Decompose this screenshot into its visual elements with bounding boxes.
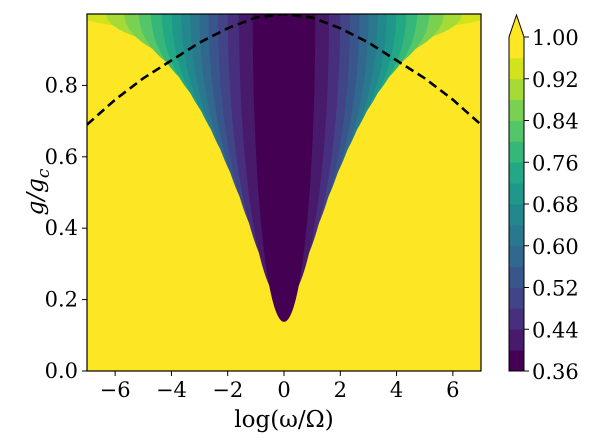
plot-area <box>87 14 481 371</box>
colorbar-segment <box>509 183 524 205</box>
colorbar-segment <box>509 162 524 184</box>
x-tick-label: −4 <box>156 378 187 402</box>
colorbar-tick-label: 0.60 <box>532 235 579 259</box>
colorbar-tick-label: 0.44 <box>532 318 579 342</box>
x-tick-label: −2 <box>212 378 243 402</box>
colorbar-tick-label: 0.52 <box>532 277 579 301</box>
colorbar-segment <box>509 120 524 142</box>
colorbar-segment <box>509 204 524 226</box>
colorbar-segment <box>509 350 524 372</box>
x-tick-label: 2 <box>334 378 347 402</box>
y-tick-label: 0.0 <box>45 359 78 383</box>
y-axis-ticks: 0.0 0.2 0.4 0.6 0.8 <box>45 73 87 383</box>
x-tick-label: 0 <box>277 378 290 402</box>
colorbar-segment <box>509 37 524 59</box>
y-axis-label-main: g/g <box>23 178 49 215</box>
colorbar-segment <box>509 57 524 80</box>
colorbar-segment <box>509 287 524 309</box>
colorbar-segment <box>509 329 524 351</box>
y-tick-label: 0.6 <box>45 145 78 169</box>
colorbar-tick-label: 0.84 <box>532 110 579 134</box>
y-axis-label: g/gc <box>23 168 54 215</box>
boundary-dashed-curve <box>87 14 481 126</box>
y-axis-label-subscript: c <box>34 168 54 178</box>
colorbar-extend-triangle <box>509 15 524 37</box>
y-tick-label: 0.2 <box>45 288 78 312</box>
colorbar-outline <box>508 13 525 372</box>
colorbar-tick-label: 1.00 <box>532 26 579 50</box>
colorbar-segment <box>509 308 524 330</box>
colorbar-ticks: 0.36 0.44 0.52 0.60 0.68 0.76 0.84 0.92 1.00 <box>524 26 579 384</box>
colorbar-segment <box>509 245 524 268</box>
x-tick-label: 6 <box>446 378 459 402</box>
colorbar-segment <box>509 266 524 288</box>
x-tick-label: 4 <box>390 378 403 402</box>
colorbar-segment <box>509 224 524 247</box>
colorbar-tick-label: 0.68 <box>532 193 579 217</box>
y-tick-label: 0.8 <box>45 73 78 97</box>
contour-fills <box>87 14 481 322</box>
colorbar-segment <box>509 141 524 163</box>
contour-level-0.36 <box>252 14 316 322</box>
x-axis-label: log(ω/Ω) <box>234 407 333 433</box>
colorbar-segment <box>509 78 524 101</box>
colorbar-tick-label: 0.36 <box>532 360 579 384</box>
svg-text:g/gc: g/gc <box>23 168 54 215</box>
x-tick-label: −6 <box>100 378 131 402</box>
colorbar-tick-label: 0.92 <box>532 68 579 92</box>
x-axis-ticks: −6 −4 −2 0 2 4 6 <box>100 371 460 402</box>
colorbar-segment <box>509 99 524 121</box>
colorbar <box>508 13 525 372</box>
y-tick-label: 0.4 <box>45 216 78 240</box>
colorbar-tick-label: 0.76 <box>532 151 579 175</box>
